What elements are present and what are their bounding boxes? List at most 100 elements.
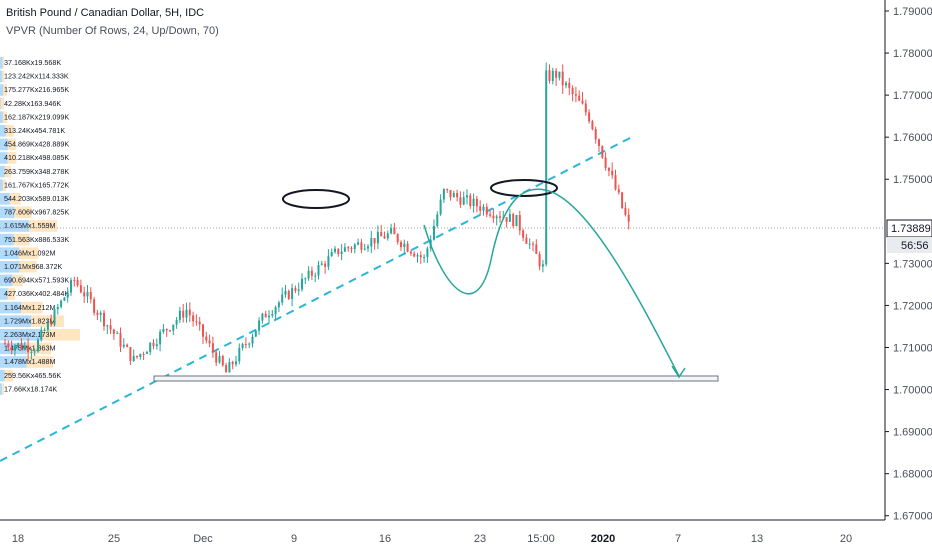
candle-body bbox=[624, 207, 627, 215]
y-tick-label: 1.70000 bbox=[893, 385, 932, 397]
candle-body bbox=[56, 306, 59, 309]
y-tick-label: 1.73000 bbox=[893, 258, 932, 270]
candle-body bbox=[4, 343, 6, 345]
vp-bar-up bbox=[0, 152, 8, 164]
candle-body bbox=[116, 332, 119, 334]
vp-bar-up bbox=[0, 70, 3, 83]
candle-body bbox=[208, 340, 211, 344]
vp-bar-down bbox=[7, 152, 17, 164]
candle-body bbox=[472, 198, 475, 206]
vp-label: 427.036Kx402.484K bbox=[4, 289, 69, 298]
candle-body bbox=[584, 103, 587, 113]
candle-body bbox=[192, 315, 195, 322]
candle-body bbox=[396, 234, 399, 243]
candle-body bbox=[413, 253, 416, 257]
candle-body bbox=[621, 192, 624, 208]
y-tick-label: 1.72000 bbox=[893, 300, 932, 312]
candle-body bbox=[466, 195, 468, 198]
candle-body bbox=[70, 280, 72, 293]
candle-body bbox=[314, 275, 317, 277]
vp-bar-up bbox=[0, 138, 9, 151]
y-tick-label: 1.76000 bbox=[893, 132, 932, 144]
candle-body bbox=[99, 312, 102, 315]
vp-label: 259.56Kx465.56K bbox=[4, 371, 61, 380]
candle-body bbox=[515, 215, 518, 227]
candle-body bbox=[251, 336, 254, 344]
candle-body bbox=[33, 351, 36, 353]
vp-bar-up bbox=[0, 111, 3, 123]
y-tick-label: 1.68000 bbox=[893, 469, 932, 481]
candle-body bbox=[353, 244, 356, 249]
candle-body bbox=[561, 71, 564, 86]
candle-body bbox=[334, 248, 336, 252]
candle-body bbox=[627, 214, 630, 222]
vp-label: 690.694Kx571.593K bbox=[4, 276, 69, 285]
candle-body bbox=[264, 313, 267, 318]
support-zone-rect bbox=[153, 375, 719, 382]
candle-body bbox=[248, 343, 251, 345]
y-tick-label: 1.71000 bbox=[893, 342, 932, 354]
candle-body bbox=[446, 188, 449, 190]
vp-bar-down bbox=[2, 111, 7, 123]
vp-label: 787.606Kx967.825K bbox=[4, 208, 69, 217]
vp-bar-down bbox=[2, 57, 4, 69]
candle-body bbox=[205, 336, 208, 341]
candle-body bbox=[178, 310, 181, 320]
x-tick-label: 23 bbox=[474, 533, 486, 545]
vp-bar-down bbox=[7, 288, 15, 300]
candle-body bbox=[277, 302, 280, 308]
candle-body bbox=[225, 365, 228, 373]
candle-body bbox=[423, 256, 426, 258]
vp-bar-down bbox=[12, 274, 23, 287]
vp-bar-up bbox=[0, 261, 20, 273]
candle-body bbox=[555, 70, 558, 78]
candle-body bbox=[386, 233, 389, 239]
trendline-layer bbox=[0, 136, 885, 462]
candle-body bbox=[46, 321, 49, 331]
candle-body bbox=[53, 308, 56, 325]
candle-body bbox=[380, 231, 383, 237]
candle-body bbox=[304, 278, 307, 280]
candle-body bbox=[155, 344, 158, 347]
candle-body bbox=[370, 238, 373, 247]
candle-body bbox=[122, 344, 125, 347]
candle-body bbox=[76, 280, 79, 286]
candle-body bbox=[367, 246, 369, 249]
candle-body bbox=[357, 242, 360, 245]
x-tick-label: 7 bbox=[675, 533, 681, 545]
candle-body bbox=[462, 197, 465, 205]
candle-body bbox=[50, 321, 53, 325]
candle-body bbox=[591, 121, 594, 130]
candle-body bbox=[274, 307, 277, 315]
vp-label: 1.071Mx968.372K bbox=[4, 262, 63, 271]
candle-body bbox=[400, 242, 402, 248]
vp-bar-down bbox=[0, 97, 4, 110]
candle-body bbox=[558, 71, 561, 78]
ascending-trendline bbox=[0, 136, 633, 462]
candle-body bbox=[489, 214, 492, 216]
candle-body bbox=[456, 193, 459, 198]
candle-body bbox=[126, 344, 129, 348]
candle-body bbox=[607, 167, 610, 171]
candle-body bbox=[211, 343, 214, 353]
candle-body bbox=[601, 145, 604, 158]
vp-bar-up bbox=[0, 193, 10, 205]
candle-body bbox=[136, 355, 138, 358]
candle-body bbox=[258, 320, 261, 331]
vp-label: 162.187Kx219.099K bbox=[4, 112, 69, 121]
candle-body bbox=[238, 347, 241, 362]
candle-body bbox=[152, 342, 155, 347]
candle-body bbox=[541, 264, 544, 267]
candle-body bbox=[13, 346, 16, 350]
price-tag-group: 1.73889 56:56 bbox=[886, 219, 932, 253]
vp-bar-down bbox=[4, 369, 14, 382]
candle-body bbox=[512, 213, 515, 227]
candle-body bbox=[604, 157, 607, 168]
candle-body bbox=[162, 328, 165, 332]
candle-body bbox=[469, 195, 472, 206]
candle-body bbox=[320, 263, 323, 265]
vp-bar-down bbox=[19, 261, 37, 273]
candle-body bbox=[43, 330, 46, 332]
vp-bar-up bbox=[0, 301, 21, 314]
